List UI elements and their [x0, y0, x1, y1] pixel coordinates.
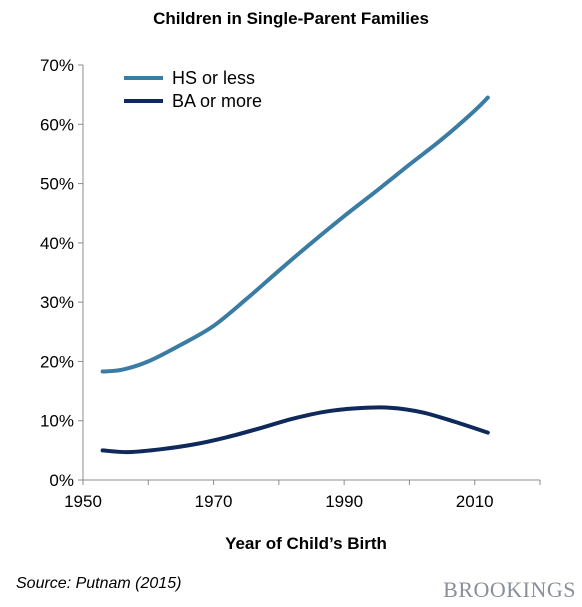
- y-tick-label: 0%: [49, 471, 74, 490]
- y-tick-label: 20%: [40, 352, 74, 371]
- y-tick-label: 70%: [40, 56, 74, 75]
- y-tick-label: 10%: [40, 412, 74, 431]
- series-line-hs-or-less: [100, 95, 490, 374]
- source-note: Source: Putnam (2015): [16, 575, 181, 592]
- series-line-ba-or-more: [100, 405, 490, 455]
- y-tick-label: 30%: [40, 293, 74, 312]
- y-tick-label: 40%: [40, 234, 74, 253]
- x-tick-label: 1950: [64, 492, 102, 511]
- x-axis-title: Year of Child’s Birth: [225, 534, 387, 553]
- legend-label-ba-or-more: BA or more: [172, 91, 262, 111]
- x-tick-label: 1990: [325, 492, 363, 511]
- x-tick-label: 2010: [456, 492, 494, 511]
- legend-label-hs-or-less: HS or less: [172, 68, 255, 88]
- chart-title: Children in Single-Parent Families: [153, 9, 429, 28]
- y-tick-label: 50%: [40, 175, 74, 194]
- y-tick-label: 60%: [40, 115, 74, 134]
- brookings-logo: BROOKINGS: [443, 577, 576, 602]
- plot-area: 0% 10% 20% 30% 40% 50% 60% 70% 1950 1970 1990 2010 H…: [40, 56, 541, 511]
- x-tick-label: 1970: [195, 492, 233, 511]
